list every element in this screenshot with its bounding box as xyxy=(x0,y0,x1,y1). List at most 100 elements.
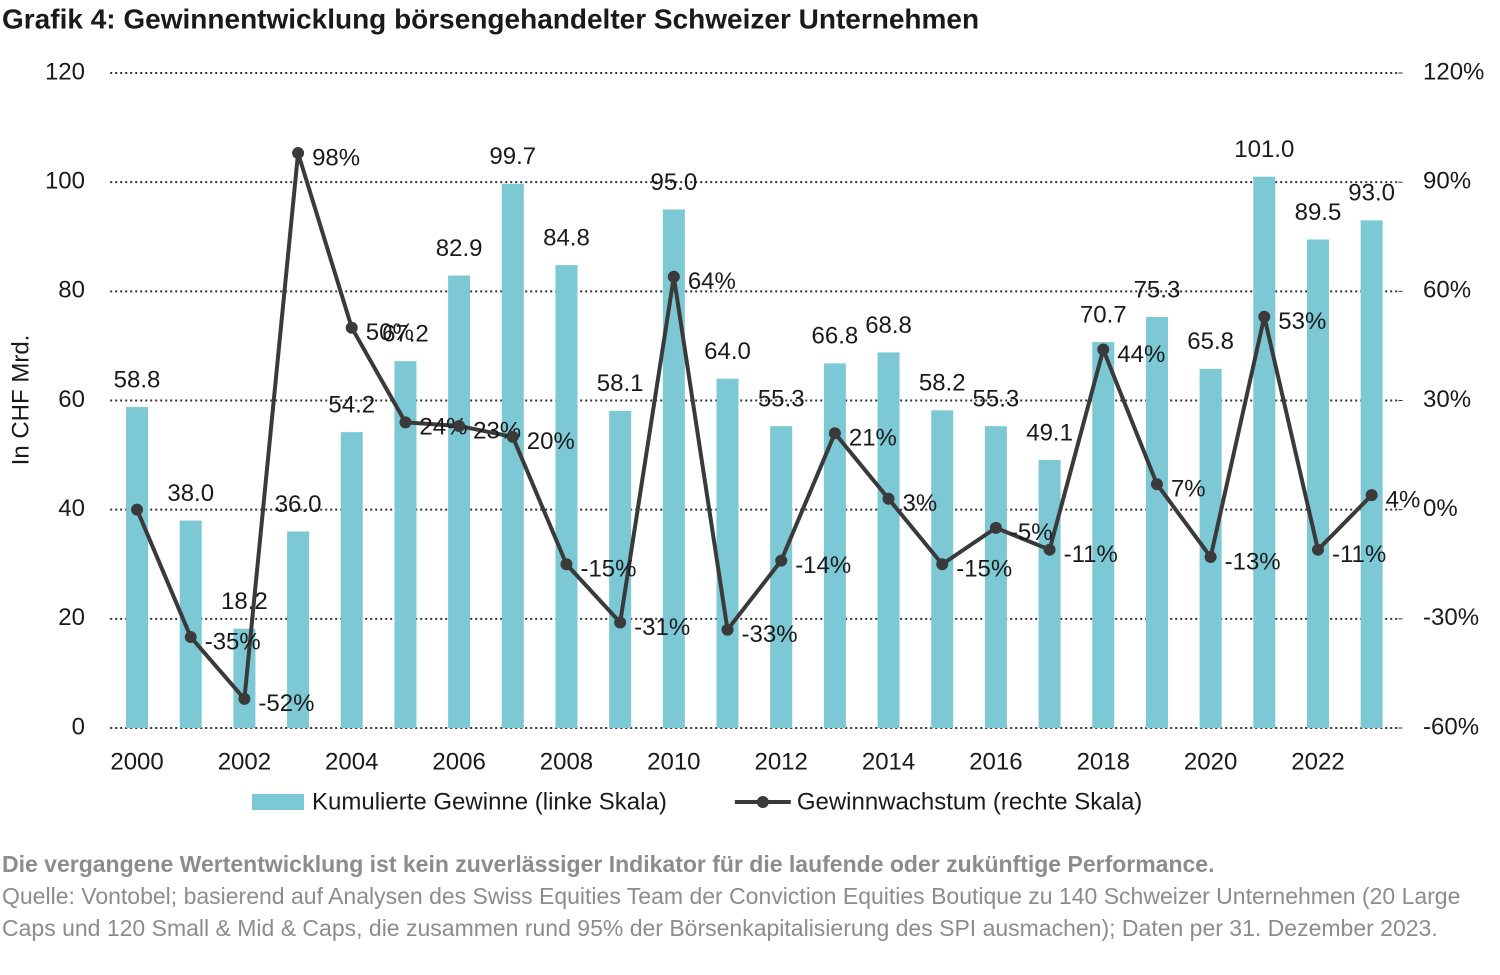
x-tick-label: 2006 xyxy=(432,748,485,775)
line-marker xyxy=(506,430,519,443)
line-value-label: 7% xyxy=(1171,476,1206,503)
chart: Grafik 4: Gewinnentwicklung börsengehand… xyxy=(2,3,1484,815)
bar xyxy=(1145,316,1168,728)
bar-value-label: 38.0 xyxy=(167,480,214,507)
line-marker xyxy=(399,416,412,429)
legend-swatch xyxy=(252,794,304,810)
line-value-label: 21% xyxy=(849,425,897,452)
y2-tick-label: -30% xyxy=(1423,604,1479,631)
line-marker xyxy=(1258,310,1271,323)
bar xyxy=(1253,176,1276,729)
bar-value-label: 66.8 xyxy=(812,323,859,350)
x-tick-label: 2012 xyxy=(754,748,807,775)
bar-value-label: 93.0 xyxy=(1348,180,1395,207)
y2-tick-label: -60% xyxy=(1423,713,1479,740)
bar-value-label: 70.7 xyxy=(1080,301,1127,328)
y-tick-label: 80 xyxy=(58,277,85,304)
x-tick-label: 2020 xyxy=(1184,748,1237,775)
bar xyxy=(448,275,471,728)
line-value-label: -15% xyxy=(580,556,636,583)
bar xyxy=(287,531,310,728)
line-marker xyxy=(614,616,627,629)
y-tick-label: 20 xyxy=(58,604,85,631)
bar-value-label: 68.8 xyxy=(865,312,912,339)
bar xyxy=(877,352,900,728)
bar-value-label: 36.0 xyxy=(275,491,322,518)
bar-value-label: 58.8 xyxy=(114,366,161,393)
line-value-label: -13% xyxy=(1225,548,1281,575)
line-value-label: 98% xyxy=(312,144,360,171)
disclaimer: Die vergangene Wertentwicklung ist kein … xyxy=(2,851,1215,877)
y2-tick-label: 30% xyxy=(1423,386,1471,413)
line-marker xyxy=(882,492,895,505)
line-marker xyxy=(667,270,680,283)
line-marker xyxy=(453,419,466,432)
bar xyxy=(340,432,363,728)
bar xyxy=(1306,239,1329,728)
line-value-label: 4% xyxy=(1386,486,1421,513)
bar-value-label: 64.0 xyxy=(704,338,751,365)
line-marker xyxy=(1311,543,1324,556)
bar-value-label: 58.2 xyxy=(919,370,966,397)
bar xyxy=(1038,459,1061,728)
bar xyxy=(823,363,846,728)
line-marker xyxy=(292,147,305,160)
bar-value-label: 82.9 xyxy=(436,235,483,262)
line-marker xyxy=(184,631,197,644)
y-tick-label: 40 xyxy=(58,495,85,522)
y-tick-label: 120 xyxy=(45,58,85,85)
bar xyxy=(770,426,793,728)
line-value-label: -33% xyxy=(742,621,798,648)
y2-tick-label: 0% xyxy=(1423,495,1458,522)
x-tick-label: 2010 xyxy=(647,748,700,775)
line-marker xyxy=(238,692,251,705)
line-marker xyxy=(1204,550,1217,563)
y2-tick-label: 60% xyxy=(1423,277,1471,304)
line-value-label: -31% xyxy=(634,614,690,641)
line-marker xyxy=(1150,478,1163,491)
line-value-label: -14% xyxy=(795,552,851,579)
bar xyxy=(394,361,417,728)
line-marker xyxy=(1365,489,1378,502)
bar xyxy=(555,265,578,728)
line-marker xyxy=(721,623,734,636)
x-tick-label: 2002 xyxy=(218,748,271,775)
line-value-label: -11% xyxy=(1064,541,1118,568)
bar xyxy=(609,410,632,728)
legend-label: Gewinnwachstum (rechte Skala) xyxy=(797,788,1142,815)
line-marker xyxy=(1097,343,1110,356)
y-tick-label: 60 xyxy=(58,386,85,413)
line-marker xyxy=(936,558,949,571)
line-value-label: 53% xyxy=(1278,308,1326,335)
y-tick-label: 100 xyxy=(45,168,85,195)
bar-value-label: 67.2 xyxy=(382,321,429,348)
chart-title: Grafik 4: Gewinnentwicklung börsengehand… xyxy=(2,3,979,34)
bar xyxy=(501,183,524,728)
bar xyxy=(179,520,202,728)
bar xyxy=(984,426,1007,728)
y2-tick-label: 90% xyxy=(1423,168,1471,195)
bar-value-label: 18.2 xyxy=(221,588,268,615)
line-value-label: 64% xyxy=(688,268,736,295)
line-marker xyxy=(1043,543,1056,556)
bar xyxy=(1360,220,1383,728)
legend-label: Kumulierte Gewinne (linke Skala) xyxy=(312,788,667,815)
bar-value-label: 55.3 xyxy=(758,385,805,412)
y-tick-label: 0 xyxy=(72,713,85,740)
line-value-label: -15% xyxy=(956,556,1012,583)
x-tick-label: 2004 xyxy=(325,748,378,775)
line-marker xyxy=(345,321,358,334)
line xyxy=(135,152,1374,704)
bar-value-label: 101.0 xyxy=(1234,136,1294,163)
y2-tick-label: 120% xyxy=(1423,58,1484,85)
bar xyxy=(1092,342,1115,728)
bar-value-label: 89.5 xyxy=(1295,199,1342,226)
line-marker xyxy=(989,521,1002,534)
bar-value-label: 58.1 xyxy=(597,370,644,397)
line-value-label: 20% xyxy=(527,428,575,455)
line-value-label: 50% xyxy=(366,319,414,346)
line-marker xyxy=(560,558,573,571)
bar-value-label: 95.0 xyxy=(650,169,697,196)
line-value-label: -11% xyxy=(1332,541,1386,568)
